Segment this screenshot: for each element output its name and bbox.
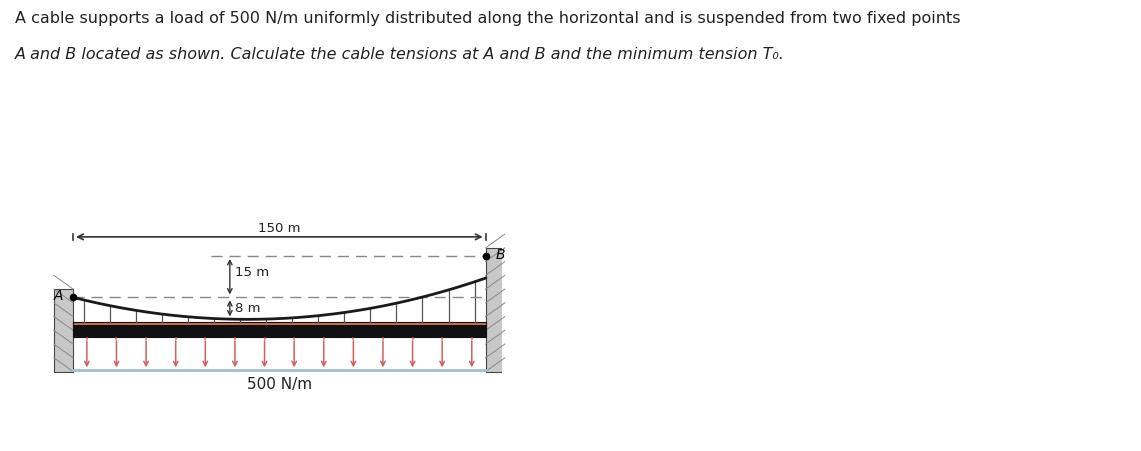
Text: A cable supports a load of 500 N/m uniformly distributed along the horizontal an: A cable supports a load of 500 N/m unifo… [15,11,961,26]
Text: 150 m: 150 m [258,222,300,235]
Bar [73,322,486,325]
Text: 15 m: 15 m [235,266,269,279]
Text: 8 m: 8 m [235,302,261,315]
Text: A: A [54,289,63,303]
Bar [486,248,504,372]
Bar [54,289,73,372]
Text: 500 N/m: 500 N/m [246,377,311,392]
Text: B: B [496,248,505,262]
Text: A and B located as shown. Calculate the cable tensions at A and B and the minimu: A and B located as shown. Calculate the … [15,47,785,62]
Bar [73,325,486,337]
